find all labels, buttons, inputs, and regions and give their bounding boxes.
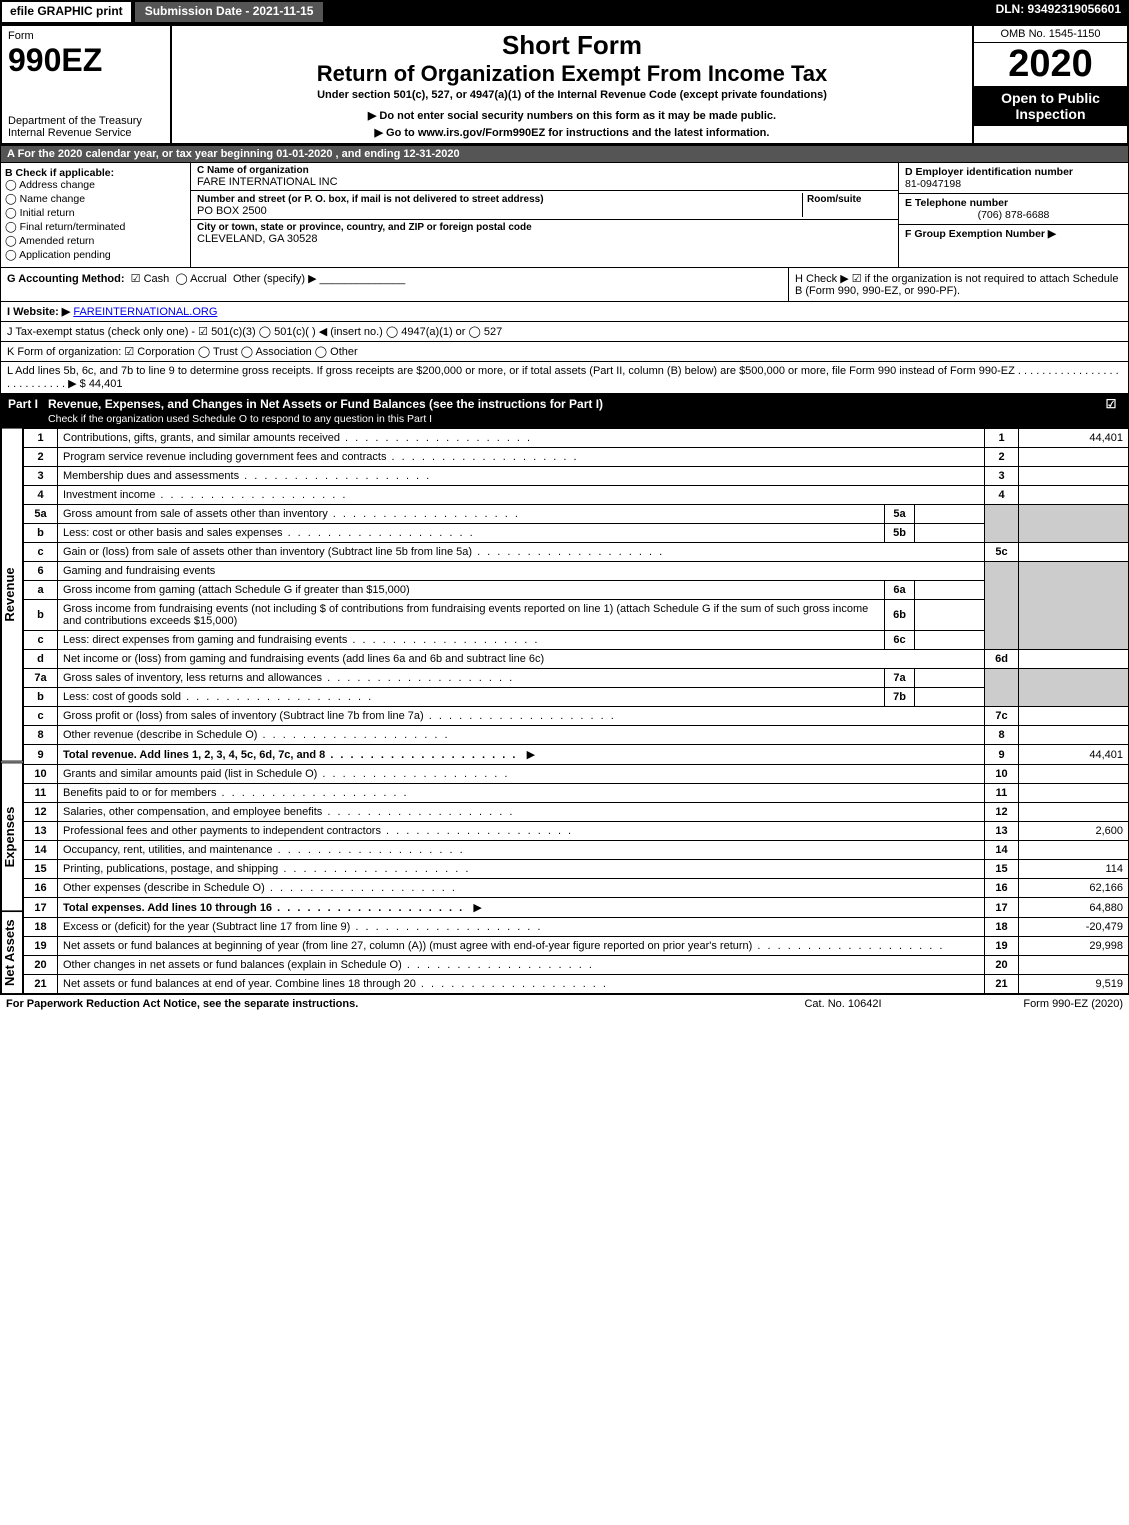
part-1-check-mark: ☑ [1101,397,1121,425]
table-row: 13Professional fees and other payments t… [24,822,1129,841]
website-link[interactable]: FAREINTERNATIONAL.ORG [73,306,217,318]
table-row: 2Program service revenue including gover… [24,448,1129,467]
table-row: 6Gaming and fundraising events [24,562,1129,581]
table-row: 4Investment income4 [24,486,1129,505]
box-g: G Accounting Method: ☑ Cash ◯ Accrual Ot… [1,268,788,301]
accounting-cash: Cash [144,273,170,285]
table-row: cLess: direct expenses from gaming and f… [24,631,1129,650]
row-g-h: G Accounting Method: ☑ Cash ◯ Accrual Ot… [0,268,1129,302]
ein-label: D Employer identification number [905,166,1122,178]
table-row: 14Occupancy, rent, utilities, and mainte… [24,841,1129,860]
footer-form-ref: Form 990-EZ (2020) [943,998,1123,1010]
part-1-label: Part I [8,397,48,425]
omb-number: OMB No. 1545-1150 [974,26,1127,43]
box-l: L Add lines 5b, 6c, and 7b to line 9 to … [0,362,1129,394]
table-row: 18Excess or (deficit) for the year (Subt… [24,918,1129,937]
chk-application-pending[interactable]: ◯ Application pending [5,249,186,261]
top-bar: efile GRAPHIC print Submission Date - 20… [0,0,1129,24]
org-name: FARE INTERNATIONAL INC [197,176,892,188]
table-row: 7aGross sales of inventory, less returns… [24,669,1129,688]
form-number: 990EZ [8,42,164,79]
city-label: City or town, state or province, country… [197,222,892,233]
table-row: aGross income from gaming (attach Schedu… [24,581,1129,600]
section-revenue-label: Revenue [1,428,23,762]
room-label: Room/suite [807,194,861,205]
table-row: 19Net assets or fund balances at beginni… [24,937,1129,956]
chk-address-change[interactable]: ◯ Address change [5,179,186,191]
box-k: K Form of organization: ☑ Corporation ◯ … [0,342,1129,362]
form-title-main: Return of Organization Exempt From Incom… [182,61,962,87]
tax-year: 2020 [974,43,1127,86]
table-row: 20Other changes in net assets or fund ba… [24,956,1129,975]
table-row: 15Printing, publications, postage, and s… [24,860,1129,879]
footer-cat-no: Cat. No. 10642I [743,998,943,1010]
org-city: CLEVELAND, GA 30528 [197,233,892,245]
table-row: bGross income from fundraising events (n… [24,600,1129,631]
section-expenses-label: Expenses [1,762,23,911]
table-row: 5aGross amount from sale of assets other… [24,505,1129,524]
header-grid: B Check if applicable: ◯ Address change … [0,163,1129,268]
footer-paperwork: For Paperwork Reduction Act Notice, see … [6,998,743,1010]
dln-number: DLN: 93492319056601 [988,0,1129,24]
box-c: C Name of organization FARE INTERNATIONA… [191,163,898,267]
efile-print-label[interactable]: efile GRAPHIC print [0,0,133,24]
table-row: 10Grants and similar amounts paid (list … [24,765,1129,784]
table-row: 3Membership dues and assessments3 [24,467,1129,486]
box-d-e-f: D Employer identification number 81-0947… [898,163,1128,267]
accounting-other: Other (specify) ▶ [233,273,317,285]
form-header: Form 990EZ Department of the Treasury In… [0,24,1129,145]
note-goto: ▶ Go to www.irs.gov/Form990EZ for instru… [182,126,962,139]
section-netassets-label: Net Assets [1,911,23,994]
phone-label: E Telephone number [905,197,1122,209]
chk-final-return[interactable]: ◯ Final return/terminated [5,221,186,233]
table-row: bLess: cost of goods sold7b [24,688,1129,707]
box-h: H Check ▶ ☑ if the organization is not r… [788,268,1128,301]
submission-date: Submission Date - 2021-11-15 [133,0,326,24]
group-exemption-label: F Group Exemption Number ▶ [905,228,1122,240]
table-row: 16Other expenses (describe in Schedule O… [24,879,1129,898]
addr-label: Number and street (or P. O. box, if mail… [197,194,544,205]
form-label: Form [8,30,164,42]
table-row: 17Total expenses. Add lines 10 through 1… [24,898,1129,918]
box-i: I Website: ▶ FAREINTERNATIONAL.ORG [0,302,1129,322]
part-1-body: Revenue Expenses Net Assets 1Contributio… [0,428,1129,994]
open-to-public: Open to Public Inspection [974,86,1127,126]
ein-value: 81-0947198 [905,178,1122,190]
box-j: J Tax-exempt status (check only one) - ☑… [0,322,1129,342]
part-1-header: Part I Revenue, Expenses, and Changes in… [0,394,1129,428]
form-subtitle: Under section 501(c), 527, or 4947(a)(1)… [182,89,962,101]
part-1-check-text: Check if the organization used Schedule … [48,413,432,425]
org-name-label: C Name of organization [197,165,892,176]
chk-name-change[interactable]: ◯ Name change [5,193,186,205]
org-address: PO BOX 2500 [197,205,267,217]
table-row: 12Salaries, other compensation, and empl… [24,803,1129,822]
part-1-title: Revenue, Expenses, and Changes in Net As… [48,397,603,411]
box-b-label: B Check if applicable: [5,167,186,179]
lines-table: 1Contributions, gifts, grants, and simil… [23,428,1129,994]
accounting-accrual: Accrual [190,273,227,285]
table-row: cGross profit or (loss) from sales of in… [24,707,1129,726]
note-ssn: ▶ Do not enter social security numbers o… [182,109,962,122]
section-a-tax-year: A For the 2020 calendar year, or tax yea… [0,145,1129,163]
table-row: cGain or (loss) from sale of assets othe… [24,543,1129,562]
table-row: 21Net assets or fund balances at end of … [24,975,1129,994]
box-b: B Check if applicable: ◯ Address change … [1,163,191,267]
table-row: bLess: cost or other basis and sales exp… [24,524,1129,543]
table-row: 8Other revenue (describe in Schedule O)8 [24,726,1129,745]
table-row: 11Benefits paid to or for members11 [24,784,1129,803]
table-row: dNet income or (loss) from gaming and fu… [24,650,1129,669]
table-row: 9Total revenue. Add lines 1, 2, 3, 4, 5c… [24,745,1129,765]
chk-amended-return[interactable]: ◯ Amended return [5,235,186,247]
chk-initial-return[interactable]: ◯ Initial return [5,207,186,219]
phone-value: (706) 878-6688 [905,209,1122,221]
department-label: Department of the Treasury Internal Reve… [8,115,164,139]
table-row: 1Contributions, gifts, grants, and simil… [24,429,1129,448]
page-footer: For Paperwork Reduction Act Notice, see … [0,994,1129,1013]
form-title-short: Short Form [182,30,962,61]
